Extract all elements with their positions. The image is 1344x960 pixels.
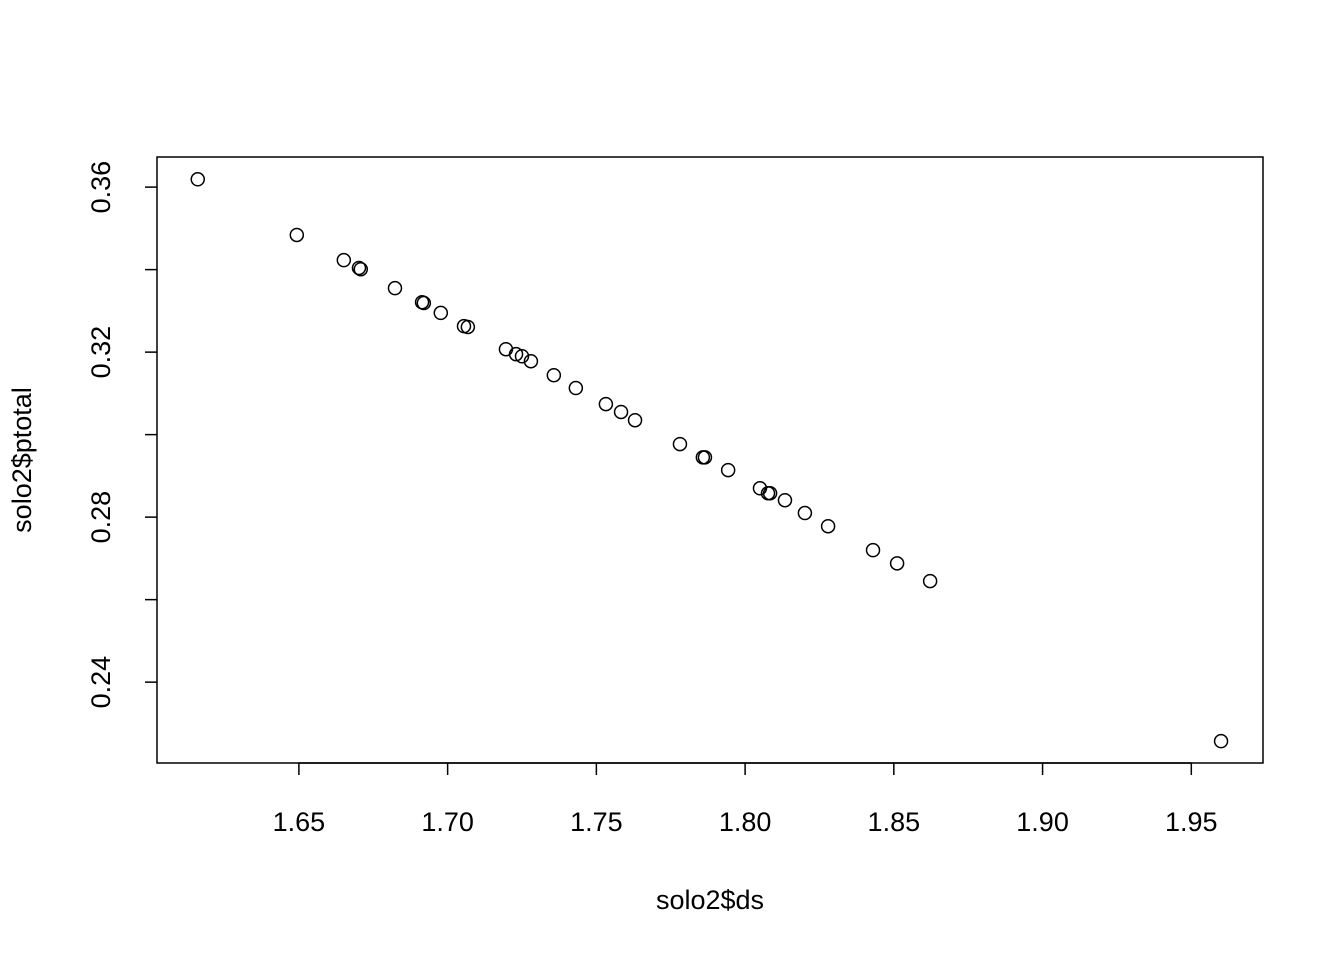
point [922, 573, 938, 589]
point [433, 305, 449, 321]
x-tick-label: 1.85 [868, 807, 921, 837]
point [351, 260, 367, 276]
x-tick-label: 1.90 [1016, 807, 1069, 837]
point [289, 227, 305, 243]
point [546, 367, 562, 383]
point [336, 252, 352, 268]
point [416, 295, 432, 311]
point [460, 319, 476, 335]
x-tick-label: 1.65 [273, 807, 326, 837]
x-tick-label: 1.95 [1165, 807, 1218, 837]
point [387, 280, 403, 296]
point [190, 172, 206, 187]
point [1213, 733, 1229, 749]
y-tick-label: 0.28 [86, 491, 116, 544]
point [865, 542, 881, 558]
point [627, 412, 643, 428]
point [523, 353, 539, 369]
y-tick-label: 0.32 [86, 326, 116, 379]
point [613, 404, 629, 420]
point [720, 462, 736, 478]
point [697, 450, 713, 465]
point [762, 485, 778, 501]
point [797, 505, 813, 521]
plot-frame [156, 156, 1264, 764]
y-tick-label: 0.24 [86, 656, 116, 709]
point [889, 556, 905, 571]
point [598, 396, 614, 412]
point [514, 348, 530, 364]
x-axis-title: solo2$ds [656, 885, 764, 915]
point [568, 380, 584, 396]
y-axis-title: solo2$ptotal [7, 387, 37, 533]
point [820, 518, 836, 534]
point [353, 261, 369, 277]
point [498, 341, 514, 357]
point [777, 492, 793, 508]
x-tick-label: 1.80 [719, 807, 772, 837]
point [508, 346, 524, 362]
y-tick-label: 0.36 [86, 161, 116, 214]
point [672, 436, 688, 452]
x-tick-label: 1.70 [421, 807, 474, 837]
x-tick-label: 1.75 [570, 807, 623, 837]
